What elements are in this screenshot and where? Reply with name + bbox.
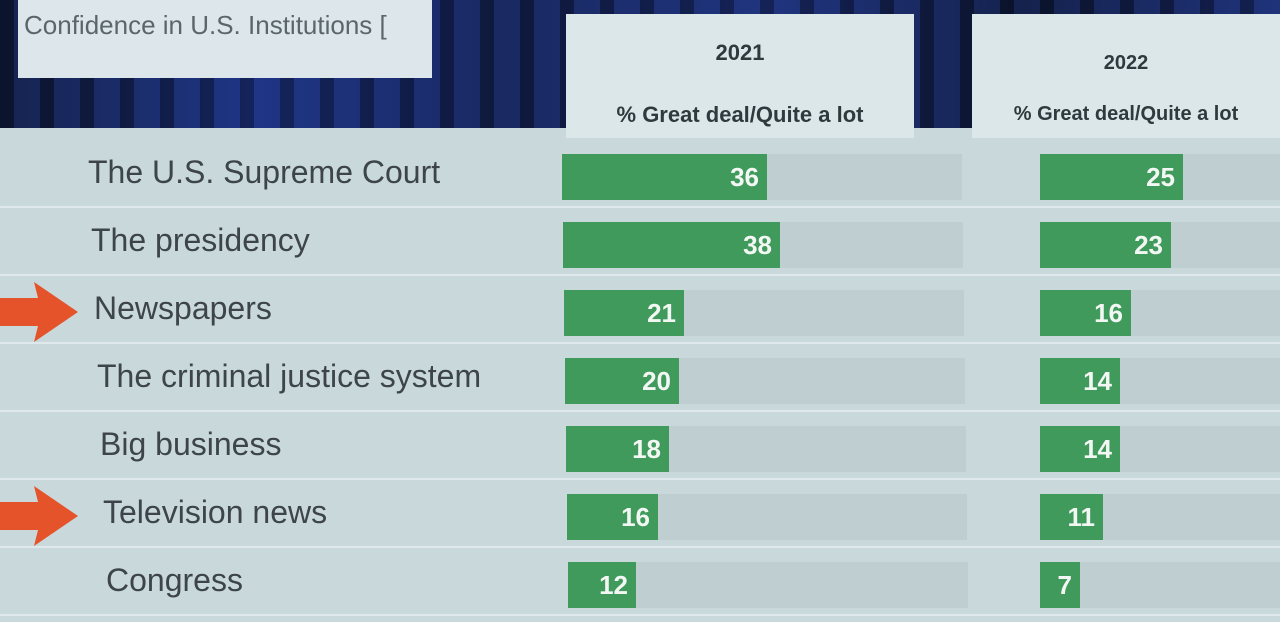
chart-row: The presidency 38 23 (0, 210, 1280, 276)
category-label: The presidency (91, 222, 310, 258)
bar-value-label: 25 (1146, 162, 1175, 192)
bar-value-label: 21 (647, 298, 676, 328)
chart-row: Big business 18 14 (0, 414, 1280, 480)
bar-track-2021: 18 (566, 426, 966, 472)
bar-2021: 20 (565, 358, 679, 404)
bar-value-label: 16 (621, 502, 650, 532)
bar-2022: 16 (1040, 290, 1131, 336)
column-metric-2021: % Great deal/Quite a lot (616, 102, 864, 127)
bar-2021: 38 (563, 222, 780, 268)
column-header-2021: 2021 % Great deal/Quite a lot (566, 14, 914, 138)
bar-value-label: 14 (1083, 434, 1112, 464)
bar-value-label: 36 (730, 162, 759, 192)
category-label: The U.S. Supreme Court (88, 154, 441, 190)
bar-2021: 21 (564, 290, 684, 336)
bar-track-2021: 20 (565, 358, 965, 404)
bar-track-2022: 7 (1040, 562, 1280, 608)
bar-value-label: 16 (1094, 298, 1123, 328)
bar-2021: 18 (566, 426, 669, 472)
chart-row: Congress 12 7 (0, 550, 1280, 616)
category-label: Television news (103, 494, 328, 530)
bar-2021: 36 (562, 154, 767, 200)
bar-2022: 14 (1040, 426, 1120, 472)
bar-value-label: 20 (642, 366, 671, 396)
column-header-2022: 2022 % Great deal/Quite a lot (972, 14, 1280, 138)
bar-value-label: 38 (743, 230, 772, 260)
bar-track-2021: 38 (563, 222, 963, 268)
bar-track-2021: 12 (568, 562, 968, 608)
bar-2022: 25 (1040, 154, 1183, 200)
bar-value-label: 7 (1057, 570, 1072, 600)
category-label: Congress (106, 562, 243, 598)
bar-value-label: 23 (1134, 230, 1163, 260)
chart-row: Newspapers 21 16 (0, 278, 1280, 344)
bar-track-2022: 14 (1040, 426, 1280, 472)
bar-track-2021: 36 (562, 154, 962, 200)
bar-track-2021: 21 (564, 290, 964, 336)
bar-track-2022: 11 (1040, 494, 1280, 540)
chart-panel: The U.S. Supreme Court 36 25 The presidency… (0, 128, 1280, 622)
bar-2022: 7 (1040, 562, 1080, 608)
column-metric-2022: % Great deal/Quite a lot (1013, 103, 1239, 125)
bar-track-2022: 14 (1040, 358, 1280, 404)
column-year-2021: 2021 (715, 40, 765, 65)
bar-value-label: 14 (1083, 366, 1112, 396)
chart-title: Confidence in U.S. Institutions [ (18, 0, 432, 78)
bar-track-2022: 25 (1040, 154, 1280, 200)
bar-track-2022: 16 (1040, 290, 1280, 336)
bar-2022: 11 (1040, 494, 1103, 540)
bar-2022: 14 (1040, 358, 1120, 404)
chart-row: Television news 16 11 (0, 482, 1280, 548)
bar-track-2021: 16 (567, 494, 967, 540)
bar-2021: 12 (568, 562, 636, 608)
column-year-2022: 2022 (1103, 52, 1149, 74)
bar-value-label: 12 (599, 570, 628, 600)
bar-2021: 16 (567, 494, 658, 540)
category-label: The criminal justice system (97, 358, 482, 394)
bar-value-label: 11 (1067, 502, 1096, 532)
bar-value-label: 18 (632, 434, 661, 464)
chart-row: The criminal justice system 20 14 (0, 346, 1280, 412)
category-label: Big business (100, 426, 282, 462)
chart-row: The U.S. Supreme Court 36 25 (0, 142, 1280, 208)
bar-track-2022: 23 (1040, 222, 1280, 268)
bar-2022: 23 (1040, 222, 1171, 268)
category-label: Newspapers (94, 290, 272, 326)
